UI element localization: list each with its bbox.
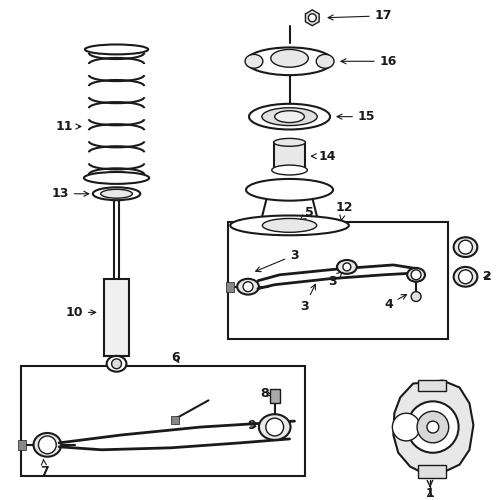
Bar <box>20 366 306 476</box>
Ellipse shape <box>259 414 290 440</box>
Text: 13: 13 <box>52 188 89 200</box>
Bar <box>274 142 306 170</box>
Text: 14: 14 <box>312 150 336 162</box>
Ellipse shape <box>249 104 330 130</box>
Ellipse shape <box>237 279 259 294</box>
Circle shape <box>266 418 283 436</box>
Text: 5: 5 <box>300 206 314 220</box>
Text: 12: 12 <box>335 201 352 220</box>
Ellipse shape <box>34 433 61 456</box>
Bar <box>226 282 234 292</box>
Text: 3: 3 <box>300 284 316 313</box>
Text: 9: 9 <box>248 418 256 432</box>
Bar <box>18 440 25 450</box>
Text: 3: 3 <box>328 272 342 288</box>
Ellipse shape <box>246 48 333 75</box>
Bar <box>418 380 446 392</box>
Bar <box>228 222 448 339</box>
Bar <box>104 279 130 356</box>
Ellipse shape <box>84 172 149 184</box>
Bar <box>270 390 280 404</box>
Text: 16: 16 <box>341 55 397 68</box>
Text: 10: 10 <box>66 306 96 319</box>
Circle shape <box>411 270 421 280</box>
Ellipse shape <box>407 268 425 281</box>
Circle shape <box>411 292 421 302</box>
Text: 7: 7 <box>40 460 49 478</box>
Circle shape <box>243 282 253 292</box>
Text: 11: 11 <box>56 120 81 133</box>
Text: 1: 1 <box>426 487 434 500</box>
Text: 17: 17 <box>328 10 392 22</box>
Ellipse shape <box>246 179 333 201</box>
Ellipse shape <box>454 237 477 257</box>
Ellipse shape <box>274 138 306 146</box>
Text: 8: 8 <box>260 387 272 400</box>
Ellipse shape <box>230 216 349 236</box>
Ellipse shape <box>316 54 334 68</box>
Ellipse shape <box>100 190 132 198</box>
Circle shape <box>417 411 448 443</box>
Circle shape <box>392 413 420 441</box>
Circle shape <box>112 359 122 368</box>
Text: 6: 6 <box>172 352 180 364</box>
Ellipse shape <box>262 108 317 126</box>
Circle shape <box>343 263 351 271</box>
Circle shape <box>427 421 439 433</box>
Text: 2: 2 <box>483 270 492 283</box>
Circle shape <box>407 402 459 453</box>
Ellipse shape <box>85 44 148 54</box>
Ellipse shape <box>93 188 140 200</box>
Bar <box>171 416 179 424</box>
Bar <box>418 464 446 478</box>
Circle shape <box>308 14 316 22</box>
Polygon shape <box>306 10 319 26</box>
Circle shape <box>38 436 56 454</box>
Circle shape <box>458 270 472 283</box>
Text: 15: 15 <box>337 110 376 123</box>
Ellipse shape <box>106 356 126 372</box>
Text: 4: 4 <box>384 294 406 311</box>
Circle shape <box>458 240 472 254</box>
Polygon shape <box>394 380 473 474</box>
Ellipse shape <box>245 54 263 68</box>
Text: 3: 3 <box>256 248 299 272</box>
Ellipse shape <box>337 260 357 274</box>
Ellipse shape <box>262 218 316 232</box>
Ellipse shape <box>272 165 308 175</box>
Ellipse shape <box>274 110 304 122</box>
Ellipse shape <box>454 267 477 286</box>
Ellipse shape <box>271 50 308 67</box>
